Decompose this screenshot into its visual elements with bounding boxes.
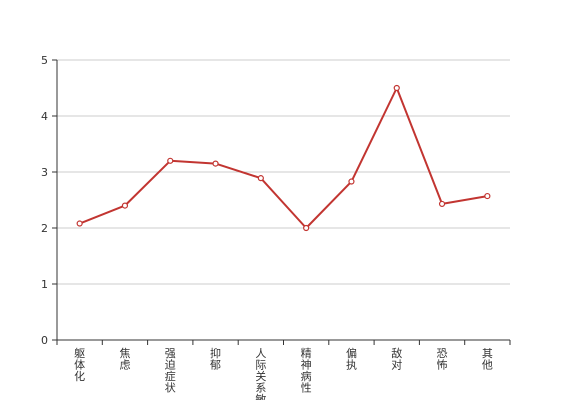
data-point bbox=[303, 224, 310, 232]
x-tick-label: 人际关系敏感 bbox=[255, 347, 266, 400]
x-tick-label: 偏执 bbox=[346, 346, 357, 372]
y-tick-label: 4 bbox=[41, 110, 48, 123]
y-tick-label: 2 bbox=[41, 222, 48, 235]
x-tick-label: 抑郁 bbox=[210, 346, 221, 372]
x-tick-label: 躯体化 bbox=[74, 347, 85, 383]
gridlines bbox=[57, 59, 510, 285]
data-point bbox=[257, 175, 264, 182]
data-point bbox=[212, 160, 219, 167]
y-tick-label: 5 bbox=[41, 54, 48, 67]
data-point bbox=[167, 157, 174, 164]
data-point bbox=[76, 220, 83, 227]
data-point bbox=[348, 178, 355, 185]
data-point bbox=[393, 84, 400, 92]
series-line bbox=[79, 87, 488, 229]
y-tick-label: 3 bbox=[41, 166, 48, 179]
series bbox=[76, 84, 491, 232]
y-tick-label: 1 bbox=[41, 278, 48, 291]
axes: 0 1 2 3 4 5 躯体化 焦虑 强迫症状 抑郁 人际关系敏感 精神病性 偏执 敌对 恐怖 其他 bbox=[41, 54, 511, 404]
x-tick-label: 精神病性 bbox=[301, 347, 312, 395]
x-tick-label: 其他 bbox=[482, 347, 493, 372]
data-point bbox=[484, 192, 491, 200]
x-tick-label: 强迫症状 bbox=[165, 347, 176, 395]
data-point bbox=[121, 202, 129, 209]
x-tick-label: 敌对 bbox=[391, 346, 402, 372]
x-tick-label: 焦虑 bbox=[119, 347, 130, 372]
x-tick-label: 恐怖 bbox=[437, 347, 448, 372]
y-tick-label: 0 bbox=[41, 334, 48, 347]
data-point bbox=[438, 200, 446, 208]
